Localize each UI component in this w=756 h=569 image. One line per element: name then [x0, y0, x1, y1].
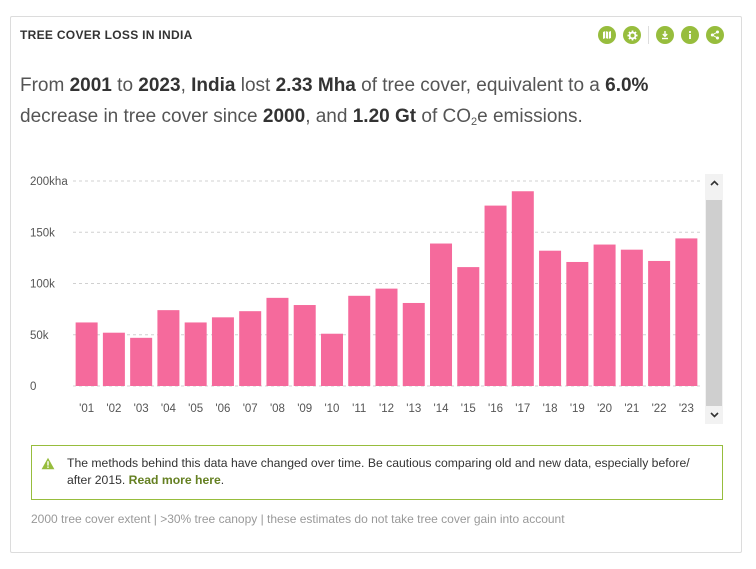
scroll-up-arrow[interactable]: [705, 174, 723, 192]
x-tick-label: '16: [488, 403, 503, 415]
y-tick-label: 50k: [30, 330, 49, 342]
bar[interactable]: [266, 297, 289, 386]
share-icon[interactable]: [706, 26, 724, 44]
x-tick-label: '14: [434, 403, 450, 415]
bar[interactable]: [620, 249, 643, 386]
summary-text: From: [20, 75, 70, 96]
download-icon[interactable]: [656, 26, 674, 44]
x-tick-label: '08: [270, 403, 285, 415]
bar[interactable]: [102, 332, 125, 386]
warning-text: The methods behind this data have change…: [67, 455, 712, 489]
x-tick-label: '21: [624, 403, 639, 415]
bar[interactable]: [130, 337, 153, 386]
x-tick-label: '11: [352, 403, 366, 415]
x-tick-label: '04: [161, 403, 177, 415]
summary-text: of tree cover, equivalent to a: [355, 75, 606, 96]
bar[interactable]: [320, 333, 343, 386]
warning-period: .: [220, 473, 225, 487]
x-tick-label: '10: [324, 403, 339, 415]
x-tick-label: '13: [406, 403, 421, 415]
x-tick-label: '22: [652, 403, 667, 415]
bar[interactable]: [402, 302, 425, 386]
co2-subscript: 2: [471, 116, 478, 128]
chart-footnote: 2000 tree cover extent | >30% tree canop…: [31, 512, 565, 526]
scroll-thumb[interactable]: [706, 200, 722, 406]
end-year: 2023: [138, 75, 181, 96]
summary-text: ,: [180, 75, 192, 96]
bar[interactable]: [484, 205, 507, 386]
tree-cover-loss-chart: 0 50k 100k 150k 200kha '01 '02 '03 '04 '05 '06 '07 '…: [30, 176, 700, 415]
bar[interactable]: [457, 267, 480, 386]
widget-toolbar: [591, 26, 724, 44]
bar[interactable]: [157, 310, 180, 386]
widget-title: TREE COVER LOSS IN INDIA: [20, 28, 193, 42]
summary-text: decrease in tree cover since: [20, 106, 263, 127]
x-tick-label: '02: [106, 403, 121, 415]
x-tick-label: '19: [570, 403, 585, 415]
x-tick-label: '15: [461, 403, 476, 415]
read-more-link[interactable]: Read more here: [128, 473, 221, 487]
y-tick-label: 0: [30, 381, 36, 393]
x-tick-label: '01: [79, 403, 94, 415]
emissions-value: 1.20 Gt: [352, 106, 417, 127]
y-tick-label: 200kha: [30, 176, 68, 188]
x-tick-label: '18: [543, 403, 558, 415]
loss-value: 2.33 Mha: [275, 75, 356, 96]
warning-icon: [41, 457, 55, 470]
map-icon[interactable]: [598, 26, 616, 44]
bar[interactable]: [539, 250, 562, 386]
chart-scrollbar[interactable]: [705, 174, 723, 424]
x-tick-label: '23: [679, 403, 694, 415]
x-tick-label: '06: [215, 403, 230, 415]
bar[interactable]: [430, 243, 453, 386]
bar[interactable]: [184, 322, 207, 386]
y-tick-label: 150k: [30, 227, 55, 239]
x-tick-label: '09: [297, 403, 312, 415]
bar[interactable]: [593, 244, 616, 386]
percent-value: 6.0%: [605, 75, 649, 96]
x-tick-label: '05: [188, 403, 203, 415]
x-tick-label: '17: [515, 403, 530, 415]
bar[interactable]: [293, 305, 316, 386]
bar[interactable]: [675, 238, 698, 386]
x-tick-label: '03: [134, 403, 149, 415]
scroll-down-arrow[interactable]: [705, 406, 723, 424]
summary-text: lost: [235, 75, 276, 96]
x-tick-label: '12: [379, 403, 394, 415]
bar[interactable]: [566, 261, 589, 386]
bar[interactable]: [211, 317, 234, 386]
baseline-year: 2000: [262, 106, 306, 127]
summary-text: e emissions.: [477, 106, 583, 127]
warning-message: The methods behind this data have change…: [67, 456, 690, 487]
country-name: India: [191, 75, 236, 96]
bar[interactable]: [511, 191, 534, 386]
bar[interactable]: [648, 260, 671, 386]
x-tick-label: '07: [243, 403, 258, 415]
bar[interactable]: [75, 322, 98, 386]
summary-sentence: From 2001 to 2023, India lost 2.33 Mha o…: [20, 70, 720, 132]
summary-text: to: [111, 75, 139, 96]
bar[interactable]: [348, 295, 371, 386]
info-icon[interactable]: [681, 26, 699, 44]
bar[interactable]: [239, 311, 262, 386]
summary-text: of CO: [416, 106, 472, 127]
bar[interactable]: [375, 288, 398, 386]
settings-icon[interactable]: [623, 26, 641, 44]
methods-warning: The methods behind this data have change…: [31, 445, 723, 500]
x-tick-label: '20: [597, 403, 612, 415]
toolbar-divider: [648, 26, 649, 44]
summary-text: , and: [305, 106, 353, 127]
start-year: 2001: [69, 75, 112, 96]
y-tick-label: 100k: [30, 279, 55, 291]
